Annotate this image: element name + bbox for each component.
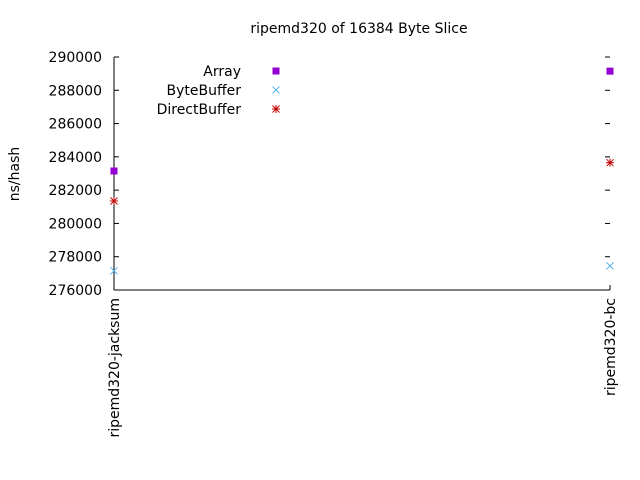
y-tick-label: 284000 [49,150,102,166]
legend-label: ByteBuffer [167,83,242,99]
data-point-directbuffer [110,196,118,205]
y-tick-label: 278000 [49,250,102,266]
legend-label: DirectBuffer [157,102,242,118]
y-tick-label: 290000 [49,50,102,66]
y-tick-label: 286000 [49,117,102,133]
x-axis-ticks: ripemd320-jacksum ripemd320-bc [107,285,619,438]
data-point-bytebuffer [110,267,118,275]
legend: Array ByteBuffer DirectBuffer [157,64,280,118]
y-tick-label: 280000 [49,216,102,232]
y-axis-label: ns/hash [7,147,23,202]
data-points [110,67,614,275]
y-axis-ticks: 276000 278000 280000 282000 284000 286000 2880… [49,50,610,299]
x-tick-label: ripemd320-bc [603,298,619,396]
y-tick-label: 288000 [49,83,102,99]
y-tick-label: 276000 [49,283,102,299]
data-point-directbuffer [606,158,614,167]
legend-label: Array [203,64,241,80]
legend-marker [272,86,280,94]
legend-marker [272,105,280,113]
data-point-array [110,167,118,175]
chart-title: ripemd320 of 16384 Byte Slice [250,21,467,37]
y-tick-label: 282000 [49,183,102,199]
data-point-bytebuffer [606,262,614,270]
legend-marker [272,67,280,75]
data-point-array [606,67,614,75]
x-tick-label: ripemd320-jacksum [107,298,123,438]
